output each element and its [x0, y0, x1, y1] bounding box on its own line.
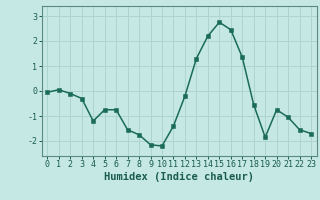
- X-axis label: Humidex (Indice chaleur): Humidex (Indice chaleur): [104, 172, 254, 182]
